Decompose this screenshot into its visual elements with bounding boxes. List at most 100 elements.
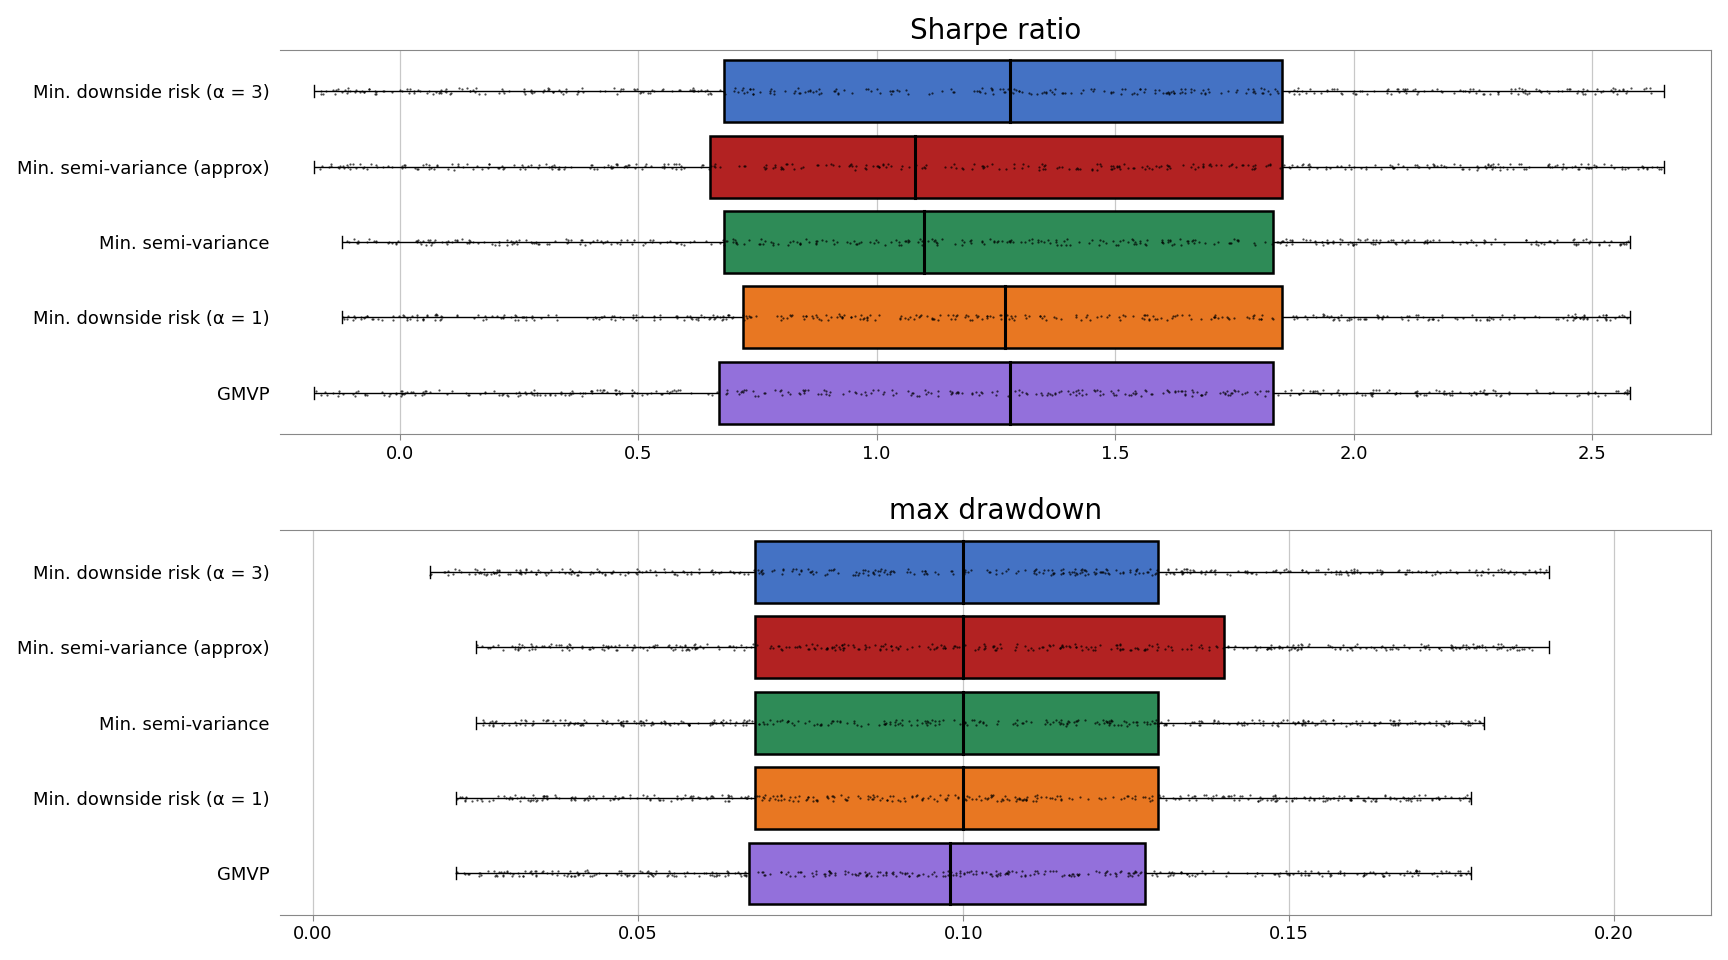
Point bbox=[664, 791, 691, 806]
Point bbox=[1515, 159, 1543, 175]
Point bbox=[1488, 564, 1515, 580]
Point bbox=[883, 712, 911, 728]
Point bbox=[551, 565, 579, 581]
Point bbox=[869, 564, 897, 580]
Point bbox=[1177, 565, 1204, 581]
Point bbox=[461, 562, 489, 577]
Point bbox=[1045, 159, 1073, 175]
Point bbox=[1356, 864, 1384, 879]
Point bbox=[1121, 788, 1149, 804]
Point bbox=[1265, 640, 1293, 656]
Point bbox=[1337, 792, 1365, 807]
Point bbox=[522, 793, 550, 808]
Point bbox=[1394, 563, 1422, 578]
Point bbox=[1433, 713, 1460, 729]
Point bbox=[534, 159, 562, 175]
Bar bbox=[719, 362, 1272, 423]
Point bbox=[838, 310, 866, 325]
Point bbox=[1275, 642, 1303, 658]
Point bbox=[1149, 385, 1177, 400]
Point bbox=[1260, 640, 1287, 656]
Point bbox=[463, 158, 491, 174]
Point bbox=[930, 865, 957, 880]
Point bbox=[1071, 567, 1099, 583]
Point bbox=[1412, 388, 1439, 403]
Point bbox=[308, 388, 335, 403]
Point bbox=[1543, 232, 1571, 248]
Point bbox=[335, 156, 363, 172]
Point bbox=[695, 86, 722, 102]
Point bbox=[1441, 310, 1469, 325]
Point bbox=[1049, 85, 1077, 101]
Point bbox=[1536, 159, 1564, 175]
Point bbox=[556, 385, 584, 400]
Point bbox=[387, 388, 415, 403]
Point bbox=[885, 237, 912, 252]
Point bbox=[1476, 312, 1503, 327]
Point bbox=[1246, 792, 1274, 807]
Point bbox=[311, 384, 339, 399]
Point bbox=[626, 715, 653, 731]
Point bbox=[759, 160, 786, 176]
Point bbox=[1248, 85, 1275, 101]
Point bbox=[968, 385, 995, 400]
Point bbox=[871, 716, 899, 732]
Point bbox=[508, 310, 536, 325]
Point bbox=[812, 307, 840, 323]
Point bbox=[518, 716, 546, 732]
Point bbox=[1082, 715, 1109, 731]
Point bbox=[1327, 566, 1355, 582]
Point bbox=[1016, 867, 1044, 882]
Point bbox=[819, 639, 847, 655]
Point bbox=[1260, 788, 1287, 804]
Point bbox=[971, 640, 999, 656]
Point bbox=[1455, 84, 1483, 100]
Point bbox=[1241, 84, 1268, 99]
Point bbox=[1495, 312, 1522, 327]
Point bbox=[544, 161, 572, 177]
Point bbox=[1028, 386, 1056, 401]
Point bbox=[615, 157, 643, 173]
Point bbox=[1185, 717, 1213, 732]
Point bbox=[757, 638, 785, 654]
Point bbox=[1139, 713, 1166, 729]
Point bbox=[506, 712, 534, 728]
Point bbox=[1394, 793, 1422, 808]
Point bbox=[489, 867, 517, 882]
Point bbox=[518, 310, 546, 325]
Point bbox=[1585, 237, 1612, 252]
Point bbox=[397, 384, 425, 399]
Point bbox=[530, 788, 558, 804]
Point bbox=[1045, 640, 1073, 656]
Point bbox=[1007, 715, 1035, 731]
Point bbox=[895, 232, 923, 248]
Point bbox=[1261, 791, 1289, 806]
Point bbox=[840, 233, 867, 249]
Point bbox=[1021, 562, 1049, 577]
Point bbox=[724, 864, 752, 879]
Point bbox=[1225, 232, 1253, 248]
Point bbox=[1298, 864, 1325, 879]
Point bbox=[467, 868, 494, 883]
Point bbox=[1246, 716, 1274, 732]
Point bbox=[1272, 864, 1299, 879]
Point bbox=[1127, 864, 1154, 879]
Point bbox=[574, 863, 601, 878]
Point bbox=[1204, 713, 1232, 729]
Point bbox=[1386, 793, 1414, 808]
Point bbox=[698, 387, 726, 402]
Point bbox=[503, 233, 530, 249]
Point bbox=[1277, 639, 1305, 655]
Point bbox=[1344, 385, 1372, 400]
Point bbox=[1083, 309, 1111, 324]
Point bbox=[607, 566, 634, 582]
Point bbox=[819, 713, 847, 729]
Point bbox=[1308, 234, 1336, 250]
Point bbox=[620, 385, 648, 400]
Point bbox=[361, 234, 389, 250]
Point bbox=[1299, 792, 1327, 807]
Point bbox=[1215, 158, 1242, 174]
Point bbox=[1533, 563, 1560, 578]
Point bbox=[712, 715, 740, 731]
Point bbox=[1313, 232, 1341, 248]
